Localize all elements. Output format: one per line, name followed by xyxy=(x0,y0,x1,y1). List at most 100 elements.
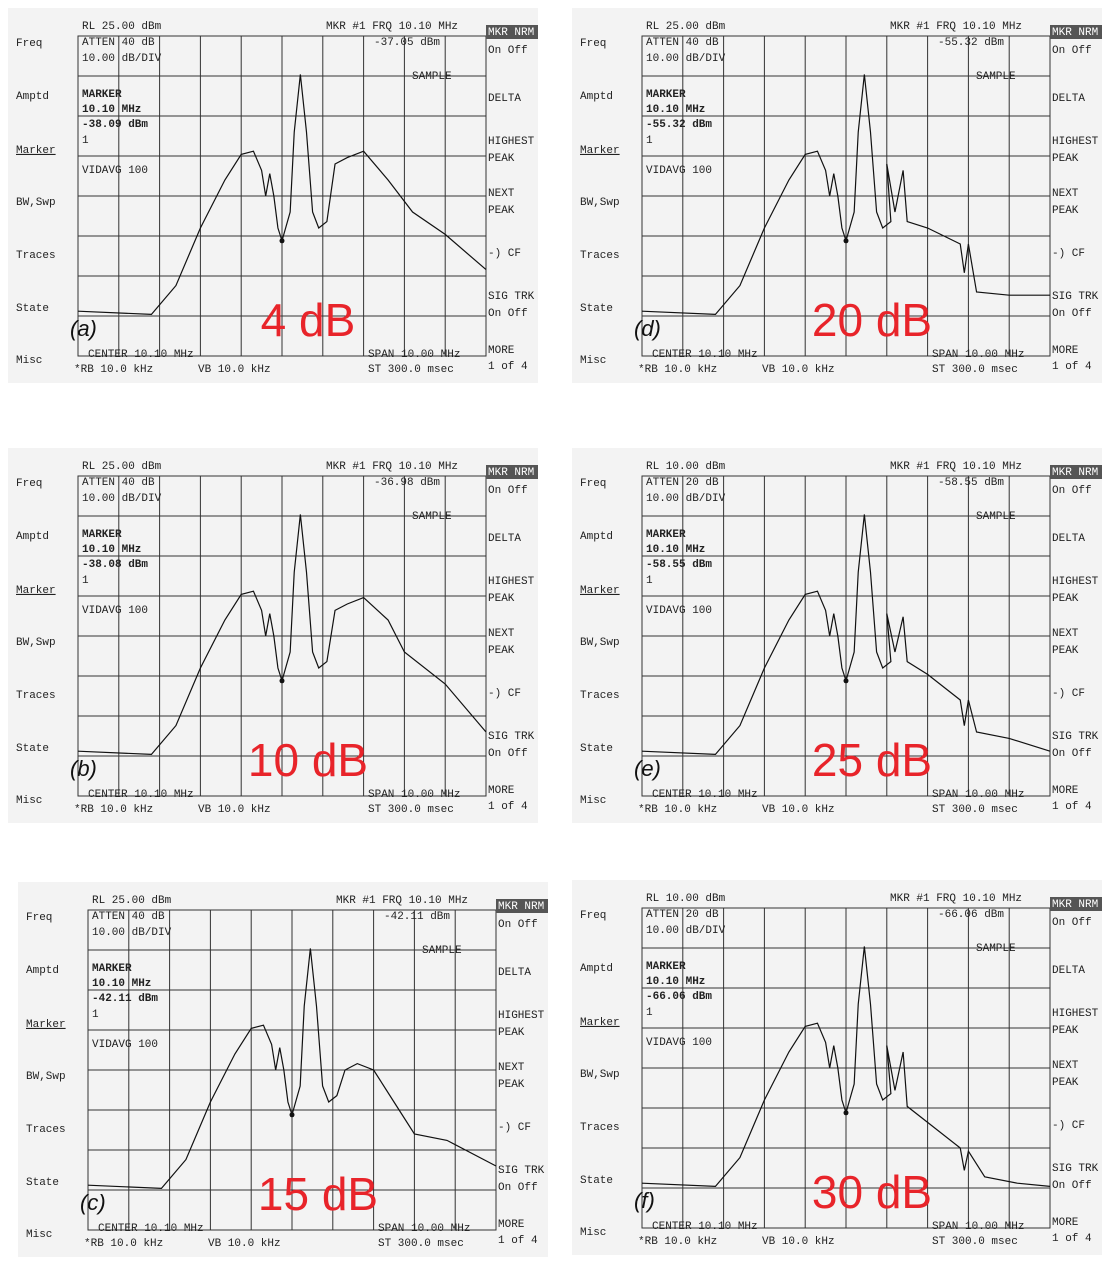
softkey-label: Amptd xyxy=(26,965,59,977)
softkey-label: Traces xyxy=(580,690,620,702)
softkey-highlight xyxy=(486,465,538,479)
softkey-label: DELTA xyxy=(488,533,521,545)
softkey-label: PEAK xyxy=(498,1027,525,1039)
softkey-label: MORE xyxy=(1052,1217,1079,1229)
softkey-label: PEAK xyxy=(488,205,515,217)
softkey-label: Traces xyxy=(26,1124,66,1136)
marker-number: 1 xyxy=(92,1009,99,1021)
marker-box-title: MARKER xyxy=(646,529,686,541)
softkey-label: Traces xyxy=(580,1122,620,1134)
attenuation-label: 25 dB xyxy=(812,734,932,786)
marker-number: 1 xyxy=(646,1007,653,1019)
marker-box-frequency: 10.10 MHz xyxy=(82,104,141,116)
marker-number: 1 xyxy=(646,135,653,147)
marker-dot xyxy=(843,678,849,684)
softkey-label: Amptd xyxy=(580,963,613,975)
softkey-label: 1 of 4 xyxy=(1052,801,1092,813)
analyzer-panel: Freq Amptd Marker BW,Swp Traces State Misc MKR … xyxy=(572,880,1102,1255)
panel-label: (c) xyxy=(80,1190,106,1215)
resolution-bandwidth: *RB 10.0 kHz xyxy=(74,804,153,816)
softkey-label: -) CF xyxy=(488,688,521,700)
softkey-label: Amptd xyxy=(580,91,613,103)
softkey-label: MKR NRM xyxy=(1052,27,1098,39)
attenuation-setting: ATTEN 40 dB xyxy=(82,37,155,49)
softkey-label: Freq xyxy=(16,478,42,490)
analyzer-panel: Freq Amptd Marker BW,Swp Traces State Misc MKR … xyxy=(8,8,538,383)
softkey-label: HIGHEST xyxy=(488,576,535,588)
span: SPAN 10.00 MHz xyxy=(932,789,1024,801)
softkey-label: State xyxy=(26,1177,59,1189)
softkey-label: PEAK xyxy=(488,153,515,165)
panel-label: (e) xyxy=(634,756,661,781)
analyzer-panel: Freq Amptd Marker BW,Swp Traces State Misc MKR … xyxy=(572,8,1102,383)
softkey-label: MKR NRM xyxy=(1052,899,1098,911)
video-bandwidth: VB 10.0 kHz xyxy=(762,1236,835,1248)
softkey-label: NEXT xyxy=(488,628,515,640)
marker-number: 1 xyxy=(82,575,89,587)
marker-box-level: -55.32 dBm xyxy=(646,119,712,131)
marker-readout: -36.98 dBm xyxy=(374,477,440,489)
marker-number: 1 xyxy=(646,575,653,587)
sweep-time: ST 300.0 msec xyxy=(932,364,1018,376)
analyzer-panel: Freq Amptd Marker BW,Swp Traces State Misc MKR … xyxy=(18,882,548,1257)
attenuation-setting: ATTEN 40 dB xyxy=(646,37,719,49)
softkey-label: 1 of 4 xyxy=(498,1235,538,1247)
softkey-label: On Off xyxy=(1052,917,1092,929)
detector-mode: SAMPLE xyxy=(412,511,452,523)
softkey-label: On Off xyxy=(488,45,528,57)
resolution-bandwidth: *RB 10.0 kHz xyxy=(638,1236,717,1248)
video-average: VIDAVG 100 xyxy=(82,605,148,617)
span: SPAN 10.00 MHz xyxy=(932,1221,1024,1233)
detector-mode: SAMPLE xyxy=(976,71,1016,83)
marker-dot xyxy=(843,238,849,244)
softkey-label: Marker xyxy=(580,585,620,597)
softkey-label: State xyxy=(16,303,49,315)
spectrum-trace xyxy=(77,514,487,756)
center-frequency: CENTER 10.10 MHz xyxy=(88,789,194,801)
softkey-label: Traces xyxy=(16,690,56,702)
softkey-label: 1 of 4 xyxy=(1052,361,1092,373)
softkey-label: -) CF xyxy=(488,248,521,260)
softkey-label: SIG TRK xyxy=(1052,731,1099,743)
softkey-label: State xyxy=(580,1175,613,1187)
softkey-label: Marker xyxy=(580,1017,620,1029)
center-frequency: CENTER 10.10 MHz xyxy=(652,1221,758,1233)
softkey-label: SIG TRK xyxy=(1052,1163,1099,1175)
scale: 10.00 dB/DIV xyxy=(92,927,172,939)
softkey-label: Amptd xyxy=(16,531,49,543)
marker-dot xyxy=(279,238,285,244)
analyzer-panel: Freq Amptd Marker BW,Swp Traces State Misc MKR … xyxy=(8,448,538,823)
span: SPAN 10.00 MHz xyxy=(932,349,1024,361)
video-bandwidth: VB 10.0 kHz xyxy=(198,364,271,376)
video-bandwidth: VB 10.0 kHz xyxy=(208,1238,281,1250)
marker-dot xyxy=(279,678,285,684)
marker-readout: -58.55 dBm xyxy=(938,477,1004,489)
video-bandwidth: VB 10.0 kHz xyxy=(762,364,835,376)
detector-mode: SAMPLE xyxy=(976,943,1016,955)
softkey-highlight xyxy=(486,25,538,39)
softkey-label: NEXT xyxy=(498,1062,525,1074)
softkey-label: Misc xyxy=(16,795,42,807)
softkey-label: SIG TRK xyxy=(488,731,535,743)
spectrum-trace xyxy=(641,74,1050,316)
softkey-label: BW,Swp xyxy=(16,197,56,209)
scale: 10.00 dB/DIV xyxy=(82,53,162,65)
panel-label: (a) xyxy=(70,316,97,341)
softkey-label: DELTA xyxy=(488,93,521,105)
marker-box-title: MARKER xyxy=(646,89,686,101)
marker-readout: -55.32 dBm xyxy=(938,37,1004,49)
video-average: VIDAVG 100 xyxy=(646,1037,712,1049)
softkey-label: HIGHEST xyxy=(498,1010,545,1022)
softkey-label: Misc xyxy=(16,355,42,367)
video-bandwidth: VB 10.0 kHz xyxy=(198,804,271,816)
softkey-label: PEAK xyxy=(488,593,515,605)
sweep-time: ST 300.0 msec xyxy=(368,364,454,376)
marker-box-title: MARKER xyxy=(646,961,686,973)
softkey-label: Freq xyxy=(580,478,606,490)
scale: 10.00 dB/DIV xyxy=(646,493,726,505)
softkey-label: Misc xyxy=(26,1229,52,1241)
softkey-label: Marker xyxy=(16,145,56,157)
softkey-label: NEXT xyxy=(1052,628,1079,640)
marker-frequency-header: MKR #1 FRQ 10.10 MHz xyxy=(326,461,458,473)
